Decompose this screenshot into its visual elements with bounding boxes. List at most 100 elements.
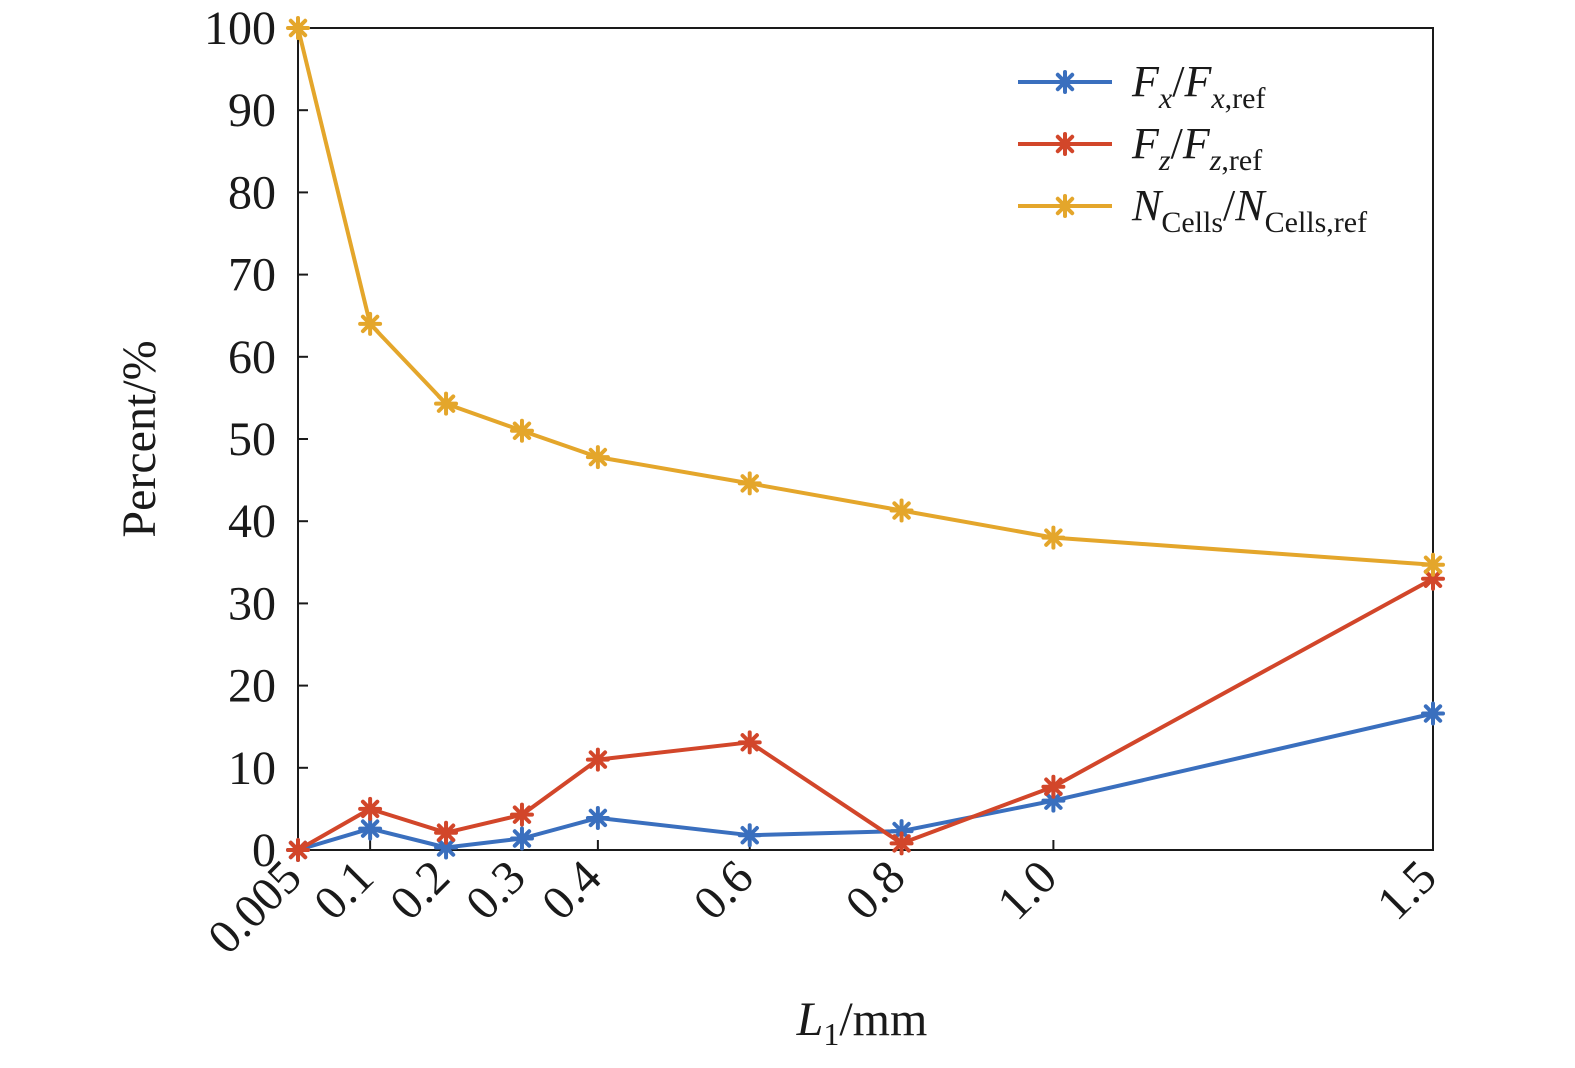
legend-den: F <box>1182 119 1211 168</box>
legend-num-sub: x <box>1158 82 1173 115</box>
series-fz-point-stroke-3 <box>360 799 380 819</box>
series-fx-point <box>1041 788 1066 813</box>
x-tick-label: 1.0 <box>987 850 1067 930</box>
series-ncells-point <box>1421 552 1445 577</box>
series-fz-point-stroke-3 <box>436 823 456 842</box>
legend-num: N <box>1131 181 1164 230</box>
series-fz-point <box>737 730 762 755</box>
y-tick-label: 10 <box>228 742 276 795</box>
legend-label: Fx/Fx,ref <box>1131 57 1265 115</box>
series-fz <box>286 566 1445 862</box>
x-axis-title-symbol: L <box>796 993 824 1046</box>
x-tick-label: 1.5 <box>1367 850 1447 930</box>
series-fx-point-stroke-3 <box>740 826 759 845</box>
series-fx-point-stroke-3 <box>512 829 532 848</box>
plot-area-border <box>297 27 1434 851</box>
series-fx <box>286 701 1445 862</box>
series-ncells-point-stroke-3 <box>360 314 380 334</box>
legend-num: F <box>1131 57 1160 106</box>
y-tick-label: 50 <box>228 413 276 466</box>
x-axis-title-unit: /mm <box>839 993 927 1046</box>
series-ncells-point-stroke-3 <box>740 474 759 493</box>
legend-den-sub: z,ref <box>1209 144 1262 177</box>
legend-slash: / <box>1171 119 1184 168</box>
y-tick-label: 20 <box>228 660 276 713</box>
x-axis-title-subscript: 1 <box>823 1016 839 1052</box>
series-fz-point <box>358 796 383 821</box>
series-fx-point <box>358 816 383 841</box>
series-ncells-point-stroke-3 <box>436 394 456 413</box>
series-fx-point-stroke-3 <box>1423 704 1443 723</box>
legend-swatch-marker <box>1053 132 1077 156</box>
series-ncells <box>286 16 1445 577</box>
series-fx-point <box>1421 701 1445 726</box>
series-ncells-point <box>1041 525 1066 550</box>
series-fx-point <box>509 826 534 851</box>
series-fx-point-stroke-3 <box>588 808 608 828</box>
x-tick-label: 0.6 <box>684 850 764 930</box>
legend-den-sub-rest: ,ref <box>1225 82 1266 115</box>
series-ncells-point <box>737 471 762 496</box>
series-fz-point-stroke-3 <box>588 750 608 769</box>
series-ncells-point <box>358 311 383 336</box>
series-ncells-point <box>286 16 310 40</box>
series-fz-point <box>509 802 534 827</box>
legend-item-fz: Fz/Fz,ref <box>1018 119 1262 177</box>
series-fz-line <box>296 576 1435 852</box>
legend-num-sub: Cells <box>1161 206 1223 239</box>
x-tick-label: 0.3 <box>456 850 536 930</box>
series-ncells-point <box>585 445 610 470</box>
series-ncells-point-stroke-3 <box>288 18 308 38</box>
series-fx-point <box>737 823 762 848</box>
series-fz-point <box>889 831 914 856</box>
legend-den: N <box>1234 181 1267 230</box>
x-tick-label: 0.1 <box>304 850 384 930</box>
series-ncells-point-stroke-3 <box>892 501 911 520</box>
series-fx-point-stroke-3 <box>1044 791 1063 810</box>
series-fz-point <box>434 820 459 845</box>
series-fz-point <box>585 747 610 772</box>
legend-den-sub-var: z <box>1209 144 1222 177</box>
series-ncells-point-stroke-3 <box>1044 528 1063 547</box>
x-axis-title: L1/mm <box>796 993 928 1052</box>
legend-slash: / <box>1172 57 1185 106</box>
legend-label: Fz/Fz,ref <box>1131 119 1262 177</box>
legend-item-fx: Fx/Fx,ref <box>1018 57 1265 115</box>
legend-num-sub: z <box>1158 144 1171 177</box>
legend-swatch-marker <box>1053 70 1077 94</box>
y-axis: 0 10 20 30 40 50 60 70 80 90 100 <box>204 2 308 877</box>
y-tick-label: 0 <box>252 824 276 877</box>
series-ncells-point-stroke-3 <box>588 447 608 467</box>
legend-num: F <box>1131 119 1160 168</box>
series-ncells-point-stroke-3 <box>512 421 532 440</box>
plot-frame <box>297 27 1434 851</box>
series-ncells-point-stroke-3 <box>1423 555 1443 574</box>
y-tick-label: 90 <box>228 84 276 137</box>
y-tick-label: 80 <box>228 166 276 219</box>
legend-slash: / <box>1223 181 1236 230</box>
y-tick-label: 70 <box>228 249 276 302</box>
x-tick-label: 0.2 <box>380 850 460 930</box>
y-tick-label: 40 <box>228 495 276 548</box>
x-tick-label: 0.4 <box>532 850 612 930</box>
legend-den-sub: x,ref <box>1210 82 1265 115</box>
series-fz-point <box>286 838 310 862</box>
legend-swatch-marker-stroke-3 <box>1055 134 1075 154</box>
legend-swatch-marker-stroke-3 <box>1055 196 1075 216</box>
y-tick-label: 100 <box>204 2 276 55</box>
legend-den-sub-var: x <box>1210 82 1225 115</box>
series-ncells-point <box>509 418 534 443</box>
series-fz-point-stroke-3 <box>288 840 308 860</box>
series-fz-point-stroke-3 <box>740 733 759 752</box>
series-fx-point-stroke-3 <box>436 838 456 857</box>
series-fz-point-stroke-3 <box>892 834 911 853</box>
series-fz-point <box>1041 774 1066 799</box>
legend-den-sub-rest: ,ref <box>1221 144 1262 177</box>
series-fx-point <box>585 805 610 830</box>
series-fx-point-stroke-3 <box>360 819 380 838</box>
legend-den-sub: Cells,ref <box>1265 206 1367 239</box>
series-ncells-point <box>889 498 914 523</box>
